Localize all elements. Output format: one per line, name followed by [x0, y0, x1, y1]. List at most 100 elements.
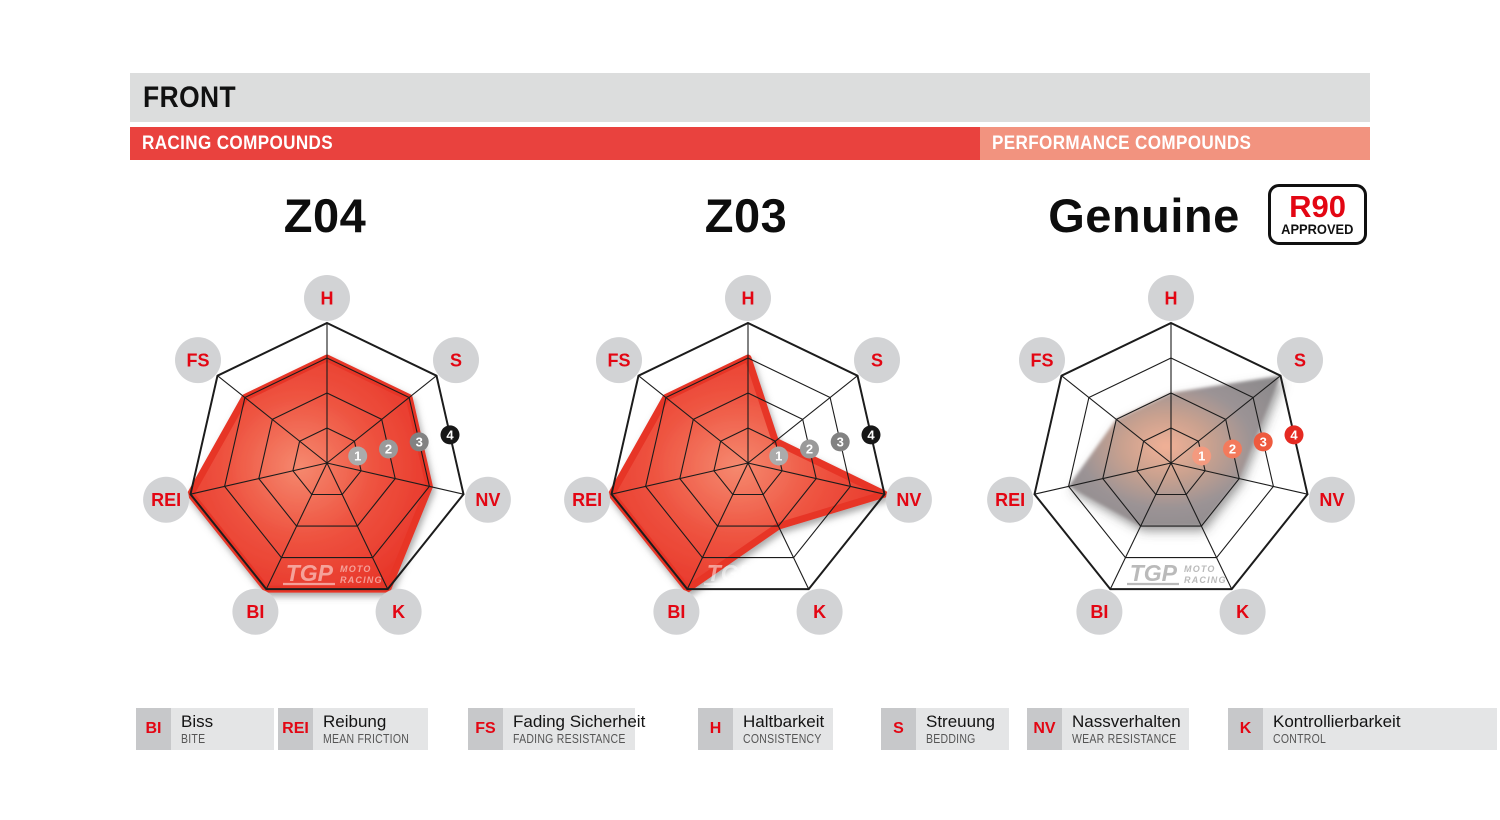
- axis-label-K: K: [375, 588, 422, 635]
- legend-term-de: Streuung: [926, 712, 995, 731]
- axis-label-S: S: [433, 337, 479, 384]
- legend-item-BI: Biss BITE: [171, 708, 274, 750]
- legend-term-de: Kontrollierbarkeit: [1273, 712, 1401, 731]
- legend-term-en: WEAR RESISTANCE: [1072, 732, 1177, 747]
- racing-compounds-label: RACING COMPOUNDS: [142, 132, 334, 154]
- radar-chart-z03-mount: TGP MOTO RACING 1 2 3 4 H S NV K BI REI FS: [533, 271, 963, 651]
- grid-ring-3: [224, 357, 430, 559]
- svg-text:2: 2: [1229, 442, 1236, 457]
- legend-abbr-H: H: [698, 708, 733, 750]
- r90-approved-badge: R90 APPROVED: [1268, 184, 1367, 245]
- grid-axis-BI: [686, 462, 749, 590]
- radar-grid: [189, 321, 465, 591]
- legend-item-H: Haltbarkeit CONSISTENCY: [733, 708, 833, 750]
- axis-label-FS: FS: [175, 337, 221, 384]
- chart-title-genuine: Genuine: [1048, 189, 1240, 242]
- performance-compounds-band: PERFORMANCE COMPOUNDS: [980, 127, 1370, 160]
- racing-compounds-band: RACING COMPOUNDS: [130, 127, 980, 160]
- axis-label-FS: FS: [596, 337, 642, 384]
- svg-text:K: K: [1236, 602, 1249, 622]
- grid-axis-FS: [1061, 375, 1172, 464]
- svg-text:H: H: [1165, 289, 1178, 309]
- grid-ring-3: [1068, 357, 1274, 559]
- grid-axis-FS: [638, 375, 749, 464]
- axis-label-REI: REI: [987, 476, 1034, 523]
- performance-compounds-label: PERFORMANCE COMPOUNDS: [992, 132, 1252, 154]
- axis-label-H: H: [304, 275, 350, 321]
- svg-text:FS: FS: [1030, 351, 1053, 371]
- legend-item-NV: Nassverhalten WEAR RESISTANCE: [1062, 708, 1189, 750]
- page-title: FRONT: [143, 80, 237, 114]
- legend-term-en: MEAN FRICTION: [323, 732, 410, 747]
- axis-label-S: S: [1277, 337, 1323, 384]
- axis-label-NV: NV: [885, 476, 932, 523]
- legend-abbr-K: K: [1228, 708, 1263, 750]
- watermark-moto: MOTO: [761, 564, 793, 574]
- legend-abbr-S: S: [881, 708, 916, 750]
- grid-ring-1: [1136, 427, 1206, 496]
- grid-ring-2: [1102, 392, 1240, 527]
- svg-text:REI: REI: [572, 490, 602, 510]
- scale-marker-4: 4: [861, 425, 881, 445]
- grid-axis-BI: [1109, 462, 1172, 590]
- grid-axis-REI: [1034, 462, 1172, 495]
- svg-text:S: S: [871, 351, 883, 371]
- svg-text:BI: BI: [667, 602, 685, 622]
- grid-axis-REI: [611, 462, 749, 495]
- watermark-tgp: TGP: [286, 560, 334, 586]
- legend-term-de: Fading Sicherheit: [513, 712, 646, 731]
- watermark-racing: RACING: [1184, 575, 1227, 585]
- grid-axis-NV: [1170, 462, 1308, 495]
- svg-text:H: H: [742, 289, 755, 309]
- scale-marker-3: 3: [1253, 432, 1273, 452]
- scale-marker-2: 2: [800, 439, 819, 459]
- legend-term-de: Reibung: [323, 712, 387, 731]
- svg-text:FS: FS: [607, 351, 630, 371]
- axis-label-H: H: [1148, 275, 1194, 321]
- svg-text:NV: NV: [1319, 490, 1344, 510]
- svg-text:1: 1: [354, 449, 361, 464]
- legend-term-en: BEDDING: [926, 732, 976, 747]
- grid-axis-K: [326, 462, 389, 590]
- svg-text:4: 4: [867, 427, 875, 442]
- legend-item-S: Streuung BEDDING: [916, 708, 1009, 750]
- axis-label-K: K: [1219, 588, 1266, 635]
- scale-marker-2: 2: [379, 439, 398, 459]
- axis-label-K: K: [796, 588, 843, 635]
- svg-text:S: S: [450, 351, 462, 371]
- scale-marker-4: 4: [1284, 425, 1304, 445]
- axis-label-S: S: [854, 337, 900, 384]
- scale-marker-2: 2: [1223, 439, 1242, 459]
- legend-item-K: Kontrollierbarkeit CONTROL: [1263, 708, 1497, 750]
- grid-axis-NV: [326, 462, 464, 495]
- svg-text:4: 4: [1290, 427, 1298, 442]
- svg-text:REI: REI: [151, 490, 181, 510]
- scale-marker-3: 3: [409, 432, 429, 452]
- legend-abbr-NV: NV: [1027, 708, 1062, 750]
- grid-ring-2: [258, 392, 396, 527]
- svg-text:H: H: [321, 289, 334, 309]
- front-header-bar: FRONT: [130, 73, 1370, 122]
- grid-axis-NV: [747, 462, 885, 495]
- radar-grid: [610, 321, 886, 591]
- svg-text:REI: REI: [995, 490, 1025, 510]
- svg-text:NV: NV: [896, 490, 921, 510]
- radar-chart-z04-mount: TGP MOTO RACING 1 2 3 4 H S NV K BI REI FS: [112, 271, 542, 651]
- scale-marker-1: 1: [348, 446, 368, 466]
- axis-label-NV: NV: [464, 476, 511, 523]
- svg-text:3: 3: [1260, 434, 1267, 449]
- grid-ring-1: [292, 427, 362, 496]
- watermark-moto: MOTO: [1184, 564, 1216, 574]
- grid-ring-3: [645, 357, 851, 559]
- axis-label-NV: NV: [1308, 476, 1355, 523]
- legend-abbr-FS: FS: [468, 708, 503, 750]
- axis-label-FS: FS: [1019, 337, 1065, 384]
- watermark-moto: MOTO: [340, 564, 372, 574]
- axis-label-BI: BI: [653, 588, 700, 635]
- grid-ring-4: [189, 321, 465, 591]
- legend-item-FS: Fading Sicherheit FADING RESISTANCE: [503, 708, 646, 750]
- legend-term-de: Nassverhalten: [1072, 712, 1181, 731]
